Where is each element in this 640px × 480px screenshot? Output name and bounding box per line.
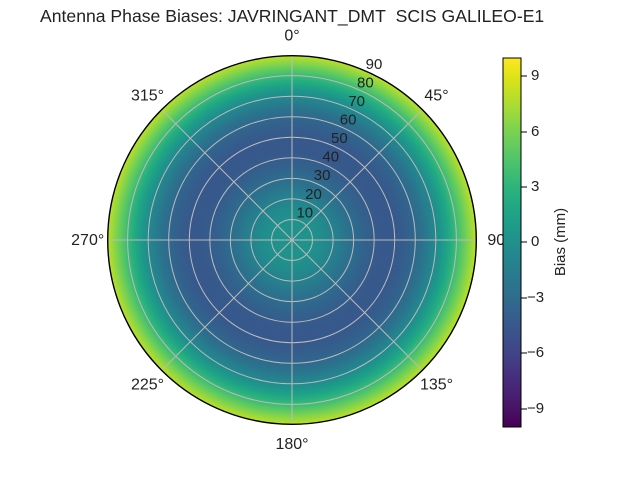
svg-text:315°: 315° (131, 87, 164, 104)
svg-text:−3: −3 (527, 289, 544, 306)
svg-text:50: 50 (331, 130, 348, 147)
svg-text:3: 3 (531, 178, 539, 195)
svg-text:0°: 0° (284, 28, 299, 45)
svg-text:270°: 270° (71, 232, 104, 249)
svg-text:10: 10 (296, 204, 313, 221)
svg-text:0: 0 (531, 233, 539, 250)
svg-text:Bias (mm): Bias (mm) (552, 208, 569, 276)
svg-text:20: 20 (305, 186, 322, 203)
svg-text:135°: 135° (420, 376, 453, 393)
svg-text:225°: 225° (131, 376, 164, 393)
svg-text:180°: 180° (275, 436, 308, 453)
svg-text:80: 80 (357, 74, 374, 91)
svg-text:9: 9 (531, 67, 539, 84)
svg-text:−9: −9 (527, 400, 544, 417)
svg-text:30: 30 (314, 167, 331, 184)
svg-text:−6: −6 (527, 344, 544, 361)
svg-text:70: 70 (348, 93, 365, 110)
svg-text:40: 40 (322, 149, 339, 166)
svg-text:90: 90 (366, 56, 383, 73)
svg-text:60: 60 (340, 112, 357, 129)
svg-text:6: 6 (531, 123, 539, 140)
svg-text:45°: 45° (424, 87, 448, 104)
